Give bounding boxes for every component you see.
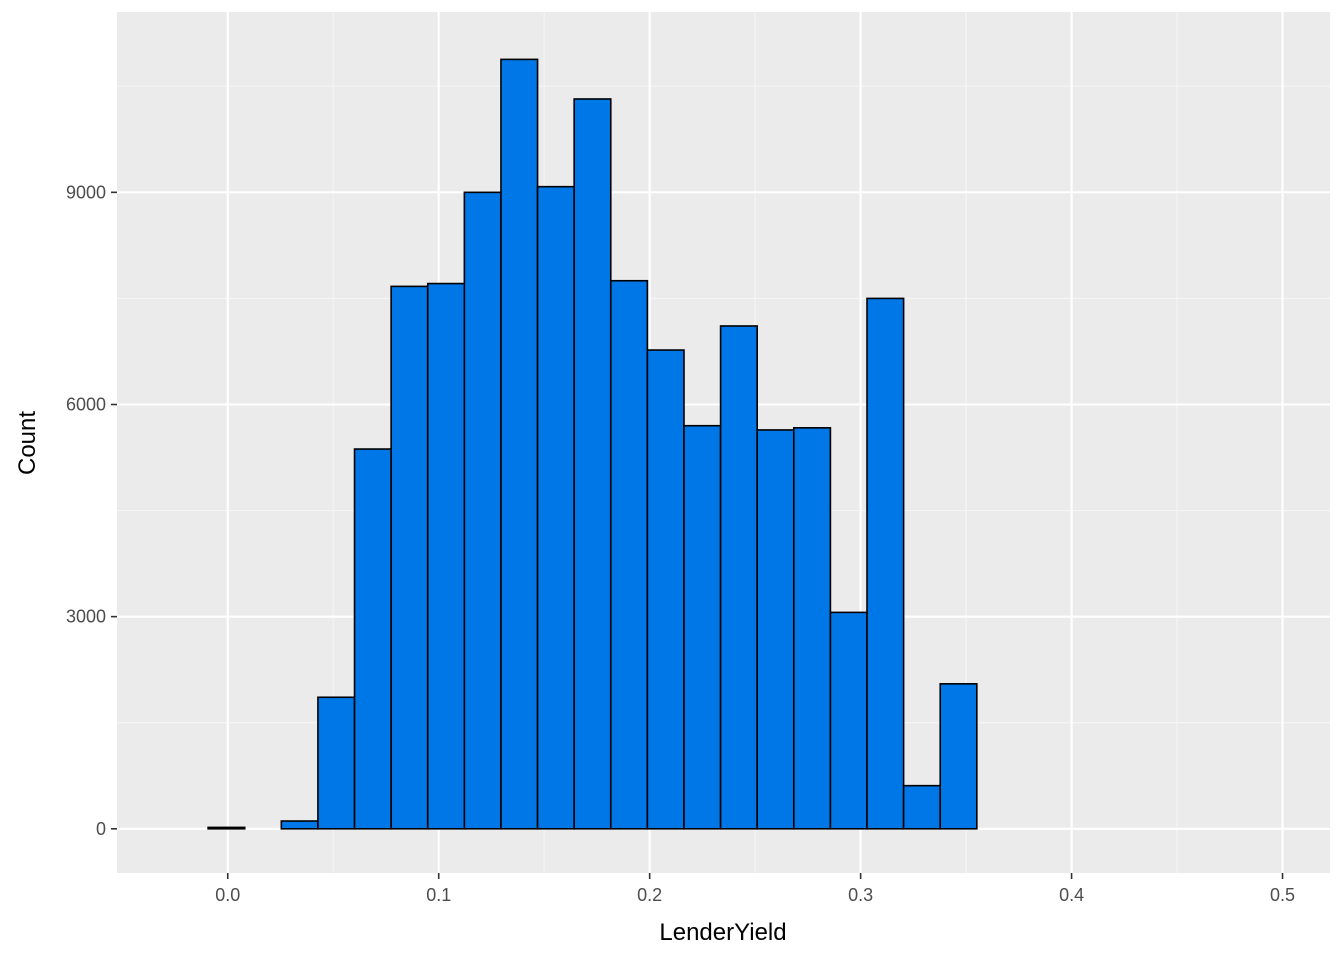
histogram-bar xyxy=(280,820,319,830)
y-tick-label: 0 xyxy=(96,819,106,839)
histogram-bar xyxy=(463,191,502,830)
histogram-bar xyxy=(646,349,685,830)
histogram-bar xyxy=(719,325,758,830)
x-tick-label: 0.2 xyxy=(637,885,662,905)
histogram-bar xyxy=(609,279,649,830)
x-tick-label: 0.4 xyxy=(1059,885,1084,905)
x-tick-label: 0.1 xyxy=(426,885,451,905)
histogram-bar xyxy=(792,427,832,830)
histogram-bar xyxy=(902,784,942,830)
histogram-bar xyxy=(683,424,722,830)
histogram-bar xyxy=(939,683,978,830)
histogram-bar xyxy=(573,98,612,830)
x-axis-ticks: 0.0 0.1 0.2 0.3 0.4 0.5 xyxy=(215,873,1295,905)
y-axis-title: Count xyxy=(14,411,41,475)
y-tick-label: 3000 xyxy=(66,607,106,627)
histogram-bar xyxy=(756,429,795,830)
x-tick-label: 0.3 xyxy=(848,885,873,905)
histogram-bar xyxy=(536,185,575,830)
histogram-bar xyxy=(353,448,392,830)
histogram-bar xyxy=(207,826,246,830)
x-tick-label: 0.0 xyxy=(215,885,240,905)
y-axis-ticks: 0 3000 6000 9000 xyxy=(66,182,117,839)
x-tick-label: 0.5 xyxy=(1270,885,1295,905)
histogram-bar xyxy=(426,282,466,830)
x-axis-title: LenderYield xyxy=(659,919,786,946)
histogram-bar xyxy=(390,285,429,830)
histogram-bar xyxy=(866,297,905,830)
histogram-bars xyxy=(207,58,978,830)
histogram-bar xyxy=(829,611,868,830)
y-tick-label: 9000 xyxy=(66,182,106,202)
y-tick-label: 6000 xyxy=(66,394,106,414)
histogram-bar xyxy=(500,58,539,830)
histogram-bar xyxy=(317,696,356,830)
